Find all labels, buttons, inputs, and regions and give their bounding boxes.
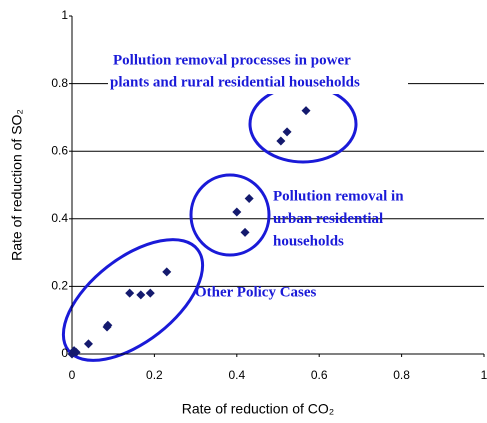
point: [276, 136, 286, 146]
y-axis-title: Rate of reduction of SO₂: [9, 109, 25, 261]
x-tick-label: 0.4: [228, 368, 245, 382]
x-tick-label: 1: [481, 368, 487, 382]
x-tick-label: 0.8: [393, 368, 410, 382]
point: [83, 339, 93, 349]
point: [244, 194, 254, 204]
point: [232, 207, 242, 217]
annotation: Pollution removal processes in power: [113, 52, 351, 68]
annotation: plants and rural residential households: [110, 74, 360, 90]
y-tick-label: 0.8: [51, 76, 68, 90]
x-axis-title: Rate of reduction of CO₂: [182, 401, 335, 417]
y-tick-label: 1: [61, 8, 68, 22]
y-tick-label: 0.2: [51, 279, 68, 293]
point: [125, 288, 135, 298]
annotation: Pollution removal in: [273, 188, 404, 204]
cluster-ellipse: [189, 173, 271, 257]
y-tick-label: 0.6: [51, 143, 68, 157]
point: [240, 227, 250, 237]
annotation: Other Policy Cases: [195, 284, 317, 300]
point: [145, 288, 155, 298]
point: [162, 267, 172, 277]
cluster-ellipse: [248, 84, 358, 164]
annotation-bg: [108, 50, 408, 94]
x-tick-label: 0: [69, 368, 76, 382]
x-tick-label: 0.6: [311, 368, 328, 382]
annotation: households: [273, 233, 344, 249]
cluster-ellipse: [61, 238, 205, 362]
point: [301, 106, 311, 116]
point: [136, 290, 146, 300]
point: [103, 320, 113, 330]
y-tick-label: 0: [61, 346, 68, 360]
point: [71, 347, 81, 357]
point: [282, 127, 292, 137]
annotation: urban residential: [273, 211, 383, 227]
x-tick-label: 0.2: [146, 368, 163, 382]
y-tick-label: 0.4: [51, 211, 68, 225]
